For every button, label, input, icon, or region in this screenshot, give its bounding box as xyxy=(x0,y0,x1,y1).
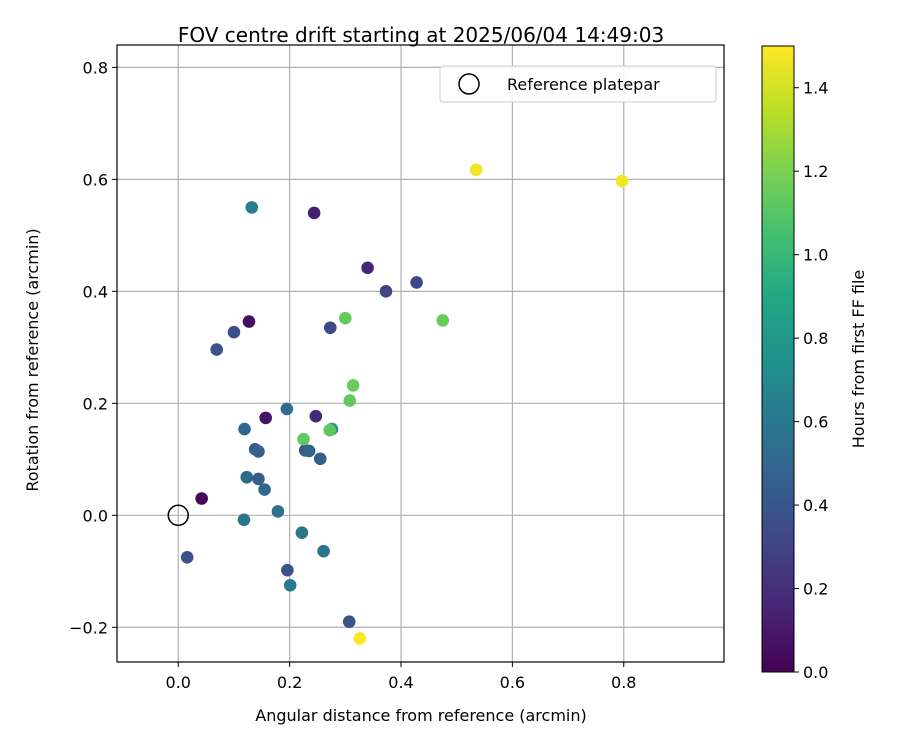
data-point xyxy=(297,432,310,446)
colorbar-ticks: 0.0 0.2 0.4 0.6 0.8 1.0 1.2 1.4 xyxy=(794,79,828,682)
data-point xyxy=(180,551,194,564)
colorbar-tick-label: 1.4 xyxy=(803,79,828,98)
data-point xyxy=(210,343,223,356)
y-tick-label: 0.6 xyxy=(83,170,108,189)
data-point xyxy=(252,445,265,458)
data-point xyxy=(343,394,357,407)
x-tick-label: 0.2 xyxy=(277,673,302,692)
data-point xyxy=(339,311,352,325)
legend-label: Reference platepar xyxy=(507,75,660,94)
legend-box xyxy=(439,65,717,103)
colorbar xyxy=(761,45,795,673)
data-point xyxy=(245,201,259,214)
data-point xyxy=(280,402,294,416)
y-tick-label: −0.2 xyxy=(69,618,108,637)
data-point xyxy=(252,472,265,486)
reference-marker-layer xyxy=(167,504,190,527)
x-axis-label: Angular distance from reference (arcmin) xyxy=(255,706,586,725)
data-point xyxy=(259,411,272,425)
x-tick-label: 0.0 xyxy=(166,673,191,692)
colorbar-tick-label: 0.8 xyxy=(803,329,828,348)
x-axis-ticks: 0.0 0.2 0.4 0.6 0.8 xyxy=(166,662,636,692)
data-point xyxy=(240,470,254,484)
colorbar-tick-label: 0.2 xyxy=(803,580,828,599)
data-point xyxy=(295,526,309,539)
colorbar-tick-label: 0.4 xyxy=(803,496,828,515)
data-point xyxy=(309,409,323,423)
y-tick-label: 0.2 xyxy=(83,394,108,413)
data-point xyxy=(283,578,297,592)
y-tick-label: 0.4 xyxy=(83,282,108,301)
data-point xyxy=(307,206,321,220)
data-point xyxy=(242,315,256,328)
data-point xyxy=(313,452,327,466)
chart-title: FOV centre drift starting at 2025/06/04 … xyxy=(178,23,664,47)
data-point xyxy=(469,163,483,177)
data-point xyxy=(379,285,393,298)
data-point xyxy=(302,444,316,458)
legend-marker xyxy=(458,73,480,95)
data-point xyxy=(323,321,337,335)
data-point xyxy=(237,513,251,527)
data-point xyxy=(317,544,330,558)
data-point xyxy=(346,379,360,392)
colorbar-label: Hours from first FF file xyxy=(849,270,868,449)
data-point xyxy=(258,483,271,496)
y-tick-label: 0.8 xyxy=(83,58,108,77)
data-point xyxy=(353,632,367,645)
data-point xyxy=(436,314,450,327)
y-axis-label: Rotation from reference (arcmin) xyxy=(23,228,42,491)
colorbar-tick-label: 1.0 xyxy=(803,246,828,265)
data-point xyxy=(238,422,251,436)
x-tick-label: 0.6 xyxy=(500,673,525,692)
colorbar-tick-label: 0.0 xyxy=(803,663,828,682)
data-point xyxy=(195,492,208,505)
colorbar-tick-label: 1.2 xyxy=(803,162,828,181)
y-tick-label: 0.0 xyxy=(83,506,108,525)
data-point xyxy=(615,174,629,188)
data-point xyxy=(281,563,294,577)
data-point xyxy=(342,615,356,628)
y-axis-ticks: −0.2 0.0 0.2 0.4 0.6 0.8 xyxy=(69,58,117,637)
colorbar-tick-label: 0.6 xyxy=(803,413,828,432)
legend: Reference platepar xyxy=(439,65,717,103)
data-point xyxy=(410,276,423,289)
data-point xyxy=(227,325,241,339)
data-points xyxy=(180,163,629,645)
plot-frame xyxy=(116,44,725,663)
x-tick-label: 0.4 xyxy=(388,673,413,692)
data-point xyxy=(323,423,337,437)
data-point xyxy=(361,261,374,275)
x-tick-label: 0.8 xyxy=(611,673,636,692)
data-point xyxy=(271,505,285,518)
reference-platepar-marker xyxy=(167,504,190,527)
